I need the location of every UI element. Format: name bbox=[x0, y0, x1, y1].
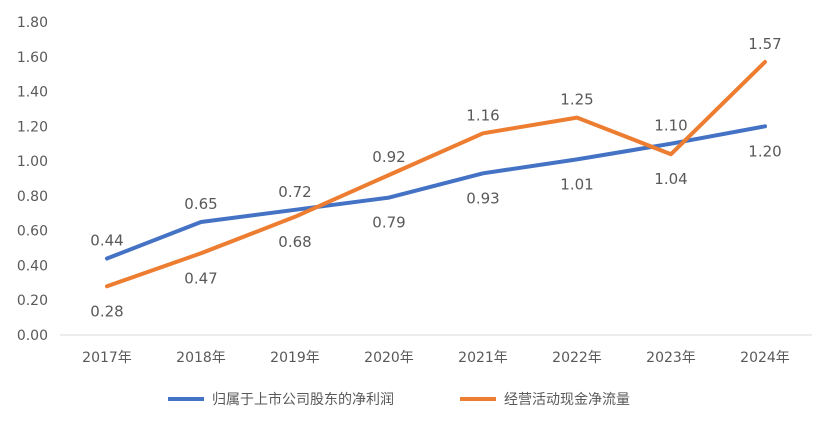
data-label-net-profit: 0.79 bbox=[372, 214, 405, 232]
y-tick-label: 1.60 bbox=[17, 50, 48, 66]
legend-label-operating-cash-flow: 经营活动现金净流量 bbox=[504, 392, 630, 408]
y-tick-label: 0.80 bbox=[17, 189, 48, 205]
x-tick-label: 2024年 bbox=[740, 350, 790, 366]
x-tick-label: 2017年 bbox=[82, 350, 132, 366]
data-label-net-profit: 1.01 bbox=[560, 175, 593, 193]
data-label-operating-cash-flow: 1.04 bbox=[654, 170, 687, 188]
data-label-operating-cash-flow: 1.25 bbox=[560, 91, 593, 109]
data-label-net-profit: 1.10 bbox=[654, 117, 687, 135]
y-tick-label: 0.60 bbox=[17, 224, 48, 240]
x-tick-label: 2023年 bbox=[646, 350, 696, 366]
series-line-net-profit bbox=[105, 124, 767, 261]
x-tick-label: 2018年 bbox=[176, 350, 226, 366]
x-tick-label: 2019年 bbox=[270, 350, 320, 366]
y-tick-label: 0.00 bbox=[17, 328, 48, 344]
legend-label-net-profit: 归属于上市公司股东的净利润 bbox=[212, 391, 394, 408]
data-label-operating-cash-flow: 0.68 bbox=[278, 233, 311, 251]
y-tick-label: 1.20 bbox=[17, 119, 48, 135]
data-label-net-profit: 0.93 bbox=[466, 189, 499, 207]
x-tick-label: 2020年 bbox=[364, 350, 414, 366]
data-label-net-profit: 1.20 bbox=[748, 142, 781, 160]
y-tick-label: 1.80 bbox=[17, 15, 48, 31]
legend: 归属于上市公司股东的净利润 经营活动现金净流量 bbox=[168, 391, 630, 408]
y-tick-label: 1.00 bbox=[17, 154, 48, 170]
y-tick-label: 0.40 bbox=[17, 258, 48, 274]
data-label-operating-cash-flow: 0.28 bbox=[90, 302, 123, 320]
x-tick-label: 2022年 bbox=[552, 350, 602, 366]
y-tick-label: 0.20 bbox=[17, 293, 48, 309]
series-line-operating-cash-flow bbox=[105, 60, 767, 289]
y-axis: 0.00 0.20 0.40 0.60 0.80 1.00 1.20 1.40 1.60 1.80 bbox=[17, 15, 48, 344]
x-axis: 2017年 2018年 2019年 2020年 2021年 2022年 2023年 2024年 bbox=[82, 350, 790, 366]
data-labels: 0.44 0.28 0.65 0.47 0.72 0.68 0.92 0.79 1.16 0.93… bbox=[90, 35, 781, 320]
data-label-net-profit: 0.72 bbox=[278, 183, 311, 201]
y-tick-label: 1.40 bbox=[17, 85, 48, 101]
data-label-operating-cash-flow: 1.16 bbox=[466, 106, 499, 124]
data-label-operating-cash-flow: 0.92 bbox=[372, 148, 405, 166]
data-label-operating-cash-flow: 0.47 bbox=[184, 269, 217, 287]
series-lines bbox=[105, 60, 767, 289]
data-label-operating-cash-flow: 1.57 bbox=[748, 35, 781, 53]
data-label-net-profit: 0.44 bbox=[90, 231, 123, 249]
x-tick-label: 2021年 bbox=[458, 350, 508, 366]
data-label-net-profit: 0.65 bbox=[184, 195, 217, 213]
